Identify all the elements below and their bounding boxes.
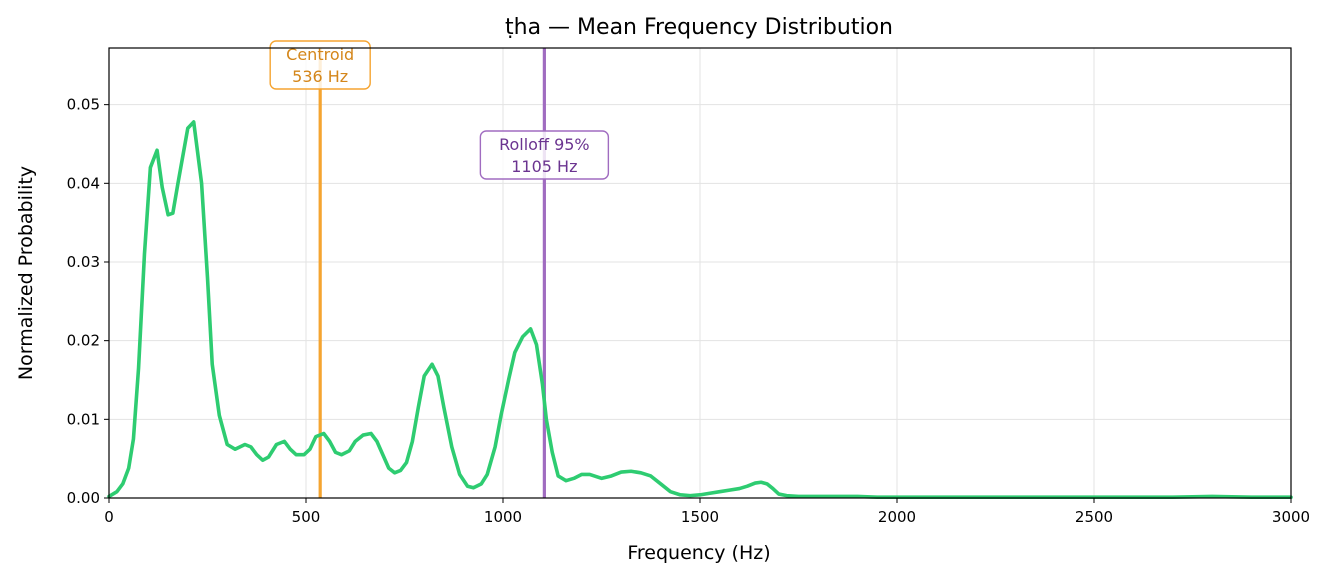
centroid-label-box — [269, 40, 371, 90]
y-tick-label: 0.00 — [67, 489, 100, 507]
x-tick-label: 1000 — [484, 508, 522, 526]
centroid-annotation: Centroid 536 Hz — [269, 40, 371, 90]
centroid-label-line1: Centroid — [286, 45, 354, 64]
axis-ticks: 0 500 1000 1500 2000 2500 3000 0.00 0.01 0.02 0.03… — [67, 96, 1311, 526]
rolloff-label-box — [479, 130, 610, 180]
series-line-0 — [107, 120, 1293, 500]
grid — [108, 48, 1292, 499]
x-tick-label: 2500 — [1075, 508, 1113, 526]
series-layer — [107, 120, 1293, 500]
y-tick-label: 0.02 — [67, 332, 100, 350]
chart-title: ṭha — Mean Frequency Distribution — [505, 15, 893, 40]
x-axis-label: Frequency (Hz) — [627, 542, 770, 564]
x-tick-label: 2000 — [878, 508, 916, 526]
x-tick-label: 500 — [292, 508, 321, 526]
x-tick-label: 3000 — [1272, 508, 1310, 526]
rolloff-label-line1: Rolloff 95% — [499, 135, 590, 154]
reference-lines — [318, 48, 546, 498]
centroid-label-line2: 536 Hz — [292, 67, 348, 86]
x-tick-label: 1500 — [681, 508, 719, 526]
y-tick-label: 0.03 — [67, 253, 100, 271]
rolloff-annotation: Rolloff 95% 1105 Hz — [479, 130, 610, 180]
y-axis-label: Normalized Probability — [15, 166, 37, 380]
y-tick-label: 0.05 — [67, 96, 100, 114]
y-tick-label: 0.01 — [67, 410, 100, 428]
rolloff-label-line2: 1105 Hz — [511, 157, 577, 176]
y-tick-label: 0.04 — [67, 174, 100, 192]
annotations: Centroid 536 Hz Rolloff 95% 1105 Hz — [269, 40, 610, 180]
x-tick-label: 0 — [104, 508, 114, 526]
